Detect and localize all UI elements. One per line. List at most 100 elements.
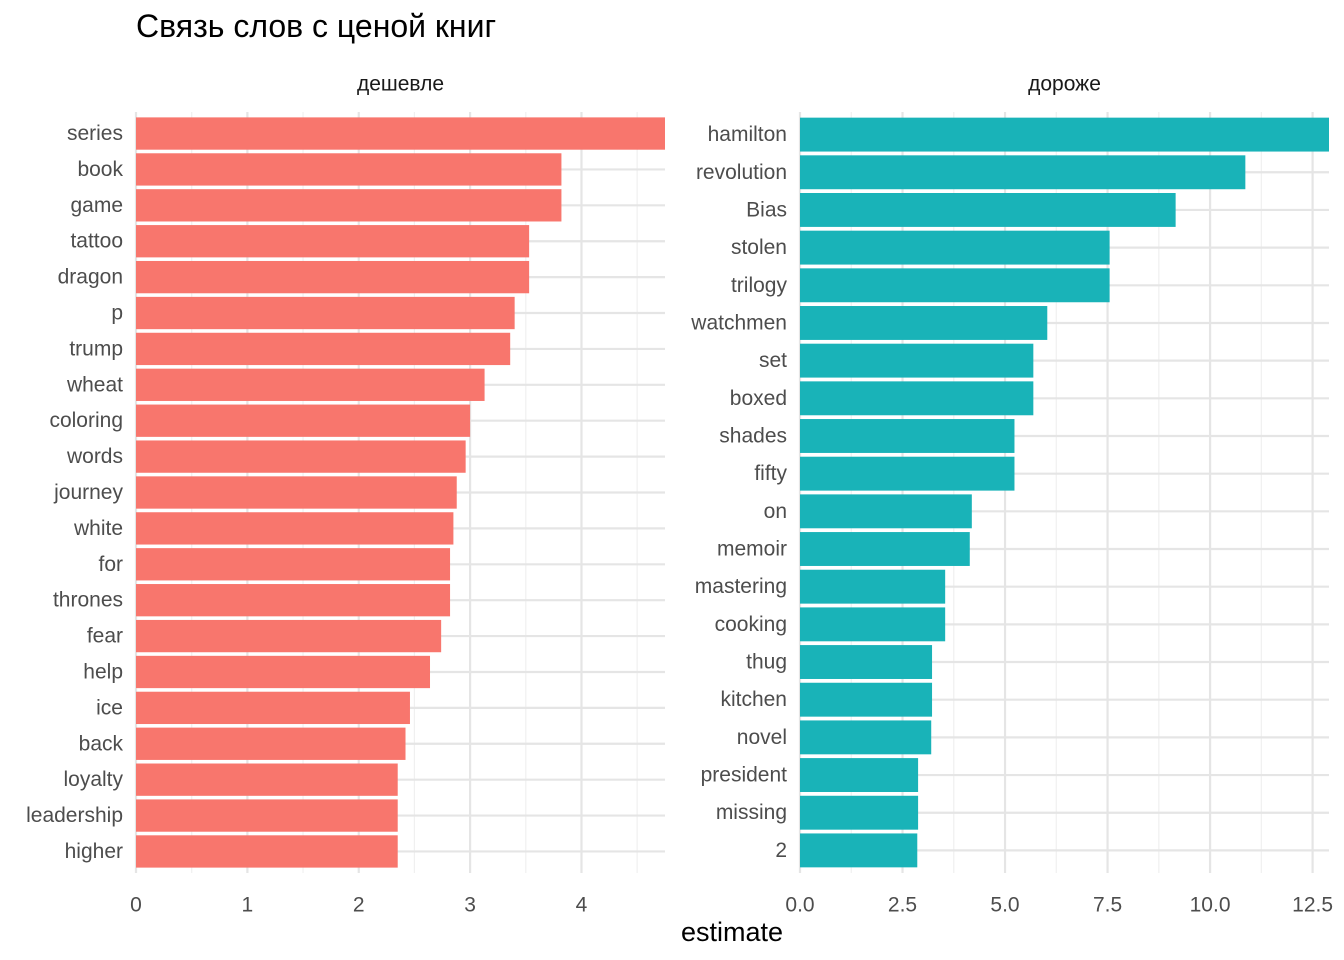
bar-p: [136, 296, 515, 330]
bar-leadership: [136, 799, 398, 832]
bar-boxed: [800, 381, 1034, 416]
bar-missing: [800, 795, 919, 830]
bar-higher: [136, 835, 398, 868]
category-label: series: [67, 122, 123, 145]
bar-dragon: [136, 260, 530, 294]
bar-back: [136, 727, 406, 760]
x-tick-label: 1: [242, 894, 254, 917]
bar-on: [800, 494, 972, 529]
bar-ice: [136, 691, 410, 725]
category-label: for: [98, 553, 123, 576]
bar-help: [136, 655, 431, 689]
bar-book: [136, 153, 562, 186]
category-label: game: [70, 194, 123, 217]
bar-thrones: [136, 584, 451, 617]
x-tick-label: 0: [130, 894, 142, 917]
bar-novel: [800, 720, 932, 755]
category-label: leadership: [26, 804, 123, 827]
bar-journey: [136, 476, 457, 509]
category-label: hamilton: [708, 123, 787, 146]
bar-kitchen: [800, 682, 933, 717]
category-label: thrones: [53, 589, 123, 612]
x-tick-label: 4: [576, 894, 588, 917]
bar-fear: [136, 619, 442, 653]
category-label: novel: [737, 726, 787, 749]
category-label: on: [764, 500, 787, 523]
category-label: journey: [53, 481, 123, 504]
category-label: book: [77, 158, 123, 181]
bar-set: [800, 343, 1034, 378]
category-label: back: [79, 732, 124, 755]
x-tick-label: 0.0: [785, 894, 814, 917]
category-label: help: [83, 660, 123, 683]
bar-game: [136, 189, 562, 222]
bar-series: [136, 117, 665, 150]
bar-revolution: [800, 155, 1246, 190]
bar-shades: [800, 419, 1015, 453]
facet-label: дороже: [1028, 73, 1101, 96]
bar-trump: [136, 332, 511, 366]
category-label: dragon: [58, 266, 123, 289]
category-label: loyalty: [63, 768, 123, 791]
bar-coloring: [136, 404, 471, 437]
x-tick-label: 7.5: [1093, 894, 1122, 917]
facet-label: дешевле: [357, 73, 444, 96]
bar-trilogy: [800, 268, 1110, 303]
x-axis-title: estimate: [681, 917, 783, 947]
x-tick-label: 2.5: [888, 894, 917, 917]
bar-memoir: [800, 532, 970, 566]
bar-for: [136, 548, 451, 581]
bar-hamilton: [800, 117, 1329, 152]
category-label: cooking: [715, 613, 787, 636]
category-label: fear: [87, 625, 123, 648]
category-label: shades: [719, 424, 787, 447]
category-label: trilogy: [731, 274, 788, 297]
category-label: president: [701, 764, 788, 787]
bar-Bias: [800, 192, 1176, 227]
category-label: kitchen: [720, 688, 787, 711]
category-label: revolution: [696, 161, 787, 184]
category-label: thug: [746, 651, 787, 674]
panel-1: hamilton revolution Bias stolen trilogy watch…: [690, 73, 1333, 917]
category-label: trump: [69, 337, 123, 360]
category-label: p: [111, 302, 123, 325]
category-label: set: [759, 349, 787, 372]
category-label: higher: [65, 840, 123, 863]
bar-thug: [800, 645, 933, 679]
bar-white: [136, 512, 454, 545]
category-label: fifty: [754, 462, 787, 485]
x-tick-label: 3: [464, 894, 476, 917]
category-label: watchmen: [690, 311, 787, 334]
category-label: white: [73, 517, 123, 540]
category-label: coloring: [49, 409, 123, 432]
bar-mastering: [800, 569, 946, 604]
bar-tattoo: [136, 225, 530, 258]
category-label: tattoo: [70, 230, 123, 253]
x-tick-label: 2: [353, 894, 365, 917]
category-label: stolen: [731, 236, 787, 259]
x-tick-label: 12.5: [1292, 894, 1333, 917]
bar-president: [800, 758, 919, 793]
category-label: boxed: [730, 387, 787, 410]
bar-stolen: [800, 230, 1110, 265]
chart-title: Связь слов с ценой книг: [136, 8, 497, 44]
bar-loyalty: [136, 763, 398, 796]
bar-fifty: [800, 456, 1015, 491]
x-tick-label: 10.0: [1190, 894, 1231, 917]
bar-cooking: [800, 607, 946, 642]
category-label: ice: [96, 696, 123, 719]
category-label: wheat: [66, 373, 123, 396]
category-label: missing: [716, 801, 787, 824]
category-label: words: [66, 445, 123, 468]
x-tick-label: 5.0: [990, 894, 1019, 917]
bar-watchmen: [800, 306, 1048, 340]
category-label: mastering: [695, 575, 787, 598]
category-label: Bias: [746, 198, 787, 221]
category-label: 2: [775, 839, 787, 862]
bar-2: [800, 833, 918, 868]
panel-0: series book game tattoo dragon p trump wheat col…: [26, 73, 665, 917]
category-label: memoir: [717, 538, 787, 561]
bar-wheat: [136, 368, 485, 401]
bar-words: [136, 440, 466, 473]
